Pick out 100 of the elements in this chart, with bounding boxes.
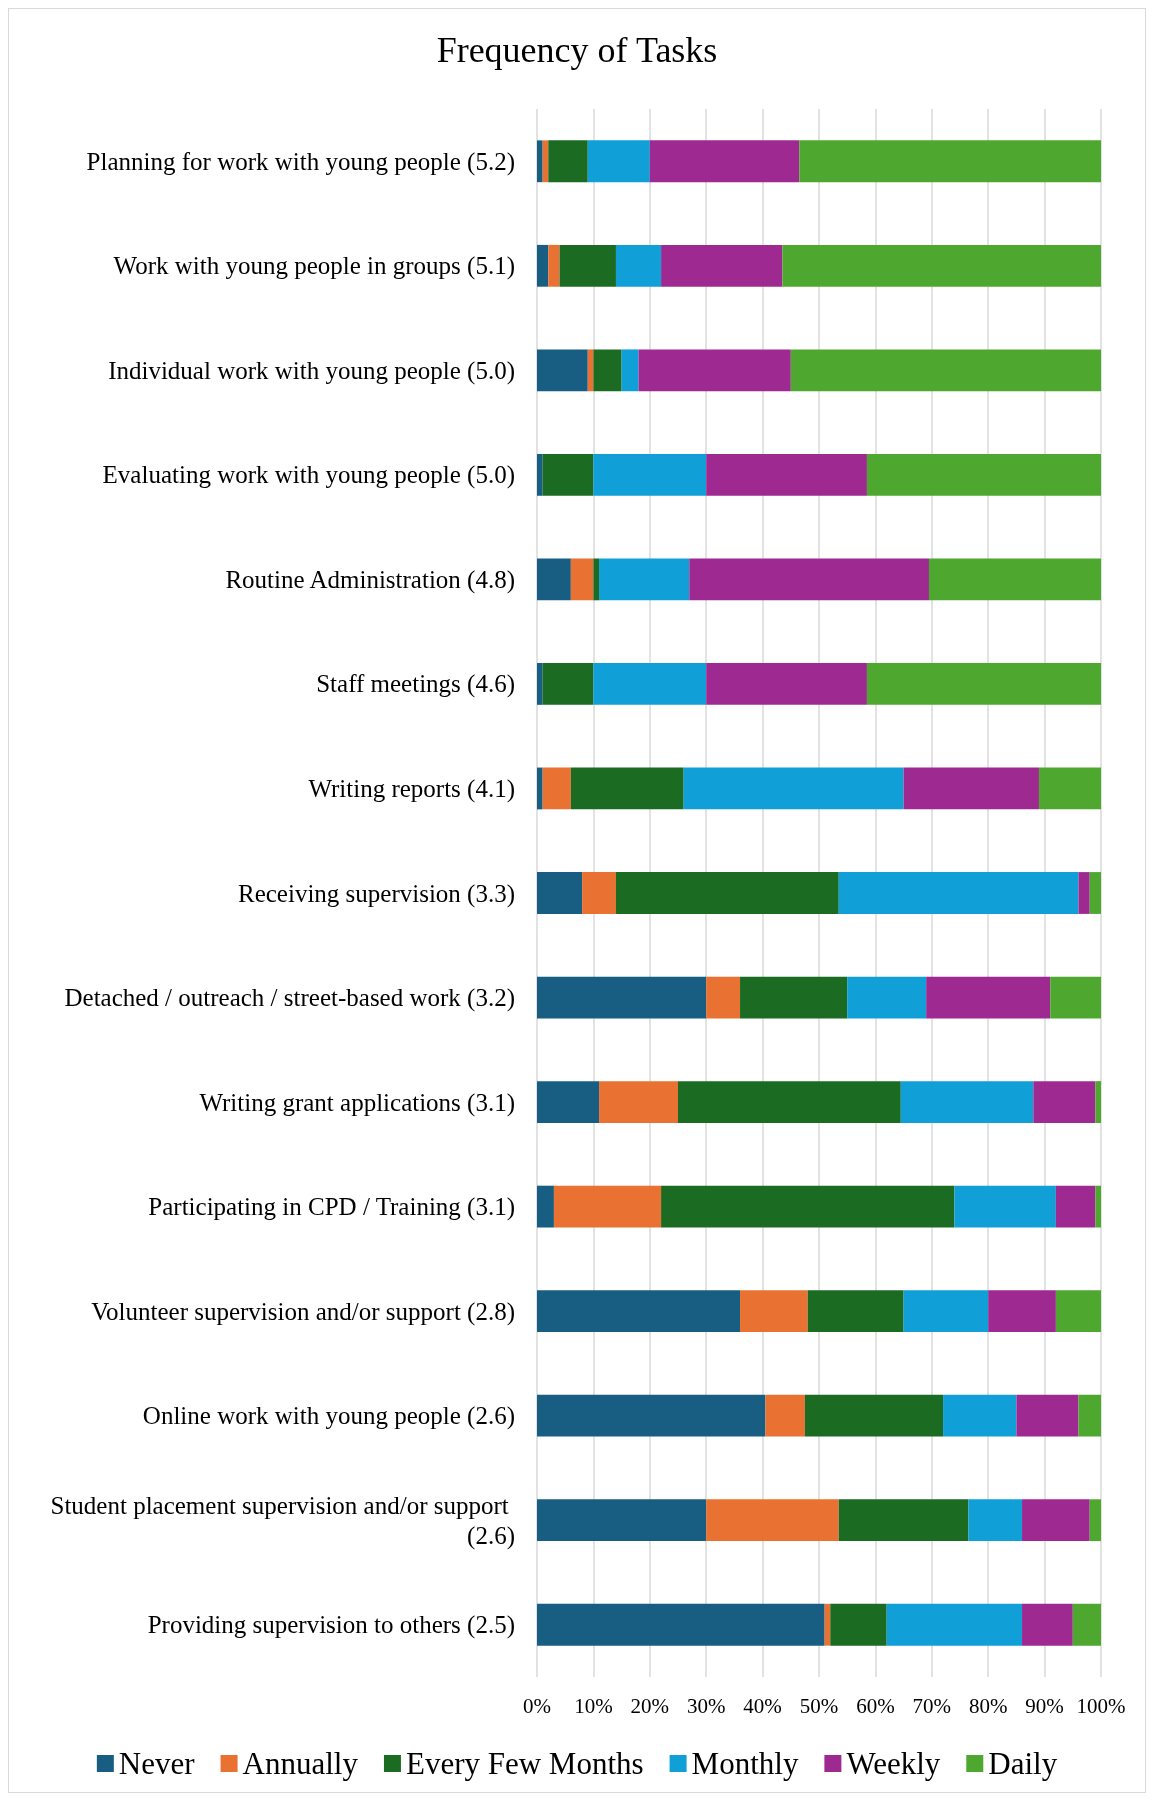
- x-tick-label: 60%: [856, 1693, 895, 1718]
- bar: [706, 1499, 839, 1542]
- bar: [765, 1394, 805, 1437]
- x-tick-label: 30%: [686, 1693, 726, 1718]
- bar: [782, 244, 1101, 287]
- x-tick-label: 0%: [523, 1693, 551, 1718]
- bar: [1078, 1394, 1101, 1437]
- bar: [542, 663, 594, 705]
- bar: [928, 558, 1101, 601]
- bar: [683, 767, 904, 810]
- legend-label: Weekly: [846, 1746, 941, 1781]
- bar: [593, 349, 622, 392]
- bar: [1055, 1185, 1096, 1228]
- bar: [1089, 872, 1101, 914]
- x-tick-label: 80%: [968, 1693, 1008, 1718]
- x-tick-label: 100%: [1076, 1693, 1126, 1718]
- bar: [638, 349, 791, 392]
- bar: [954, 1185, 1056, 1228]
- bar: [943, 1394, 1017, 1437]
- y-tick-label: Providing supervision to others (2.5): [147, 1611, 515, 1640]
- bar: [903, 767, 1039, 810]
- bar: [1016, 1394, 1079, 1437]
- bar: [553, 1185, 662, 1228]
- y-tick-label: Staff meetings (4.6): [316, 670, 515, 699]
- y-tick-label: Writing grant applications (3.1): [199, 1088, 515, 1117]
- y-tick-label: Volunteer supervision and/or support (2.8): [91, 1297, 515, 1326]
- bar: [559, 244, 616, 287]
- y-tick-label: Routine Administration (4.8): [225, 565, 515, 594]
- bar: [621, 349, 639, 392]
- bar: [1095, 1081, 1101, 1123]
- y-tick-label: Student placement supervision and/or support (2.6): [50, 1491, 515, 1550]
- bar: [537, 349, 588, 392]
- bar: [548, 244, 560, 287]
- bar: [678, 1081, 901, 1123]
- chart-title: Frequency of Tasks: [436, 30, 718, 70]
- bar: [537, 1185, 554, 1228]
- x-tick-label: 70%: [912, 1693, 952, 1718]
- bar: [537, 767, 543, 810]
- bar: [706, 663, 867, 705]
- bar: [537, 1394, 766, 1437]
- legend-label: Annually: [242, 1746, 359, 1781]
- y-tick-label: Individual work with young people (5.0): [108, 356, 515, 385]
- bar: [1095, 1185, 1101, 1228]
- bar: [1055, 1290, 1101, 1333]
- bar: [593, 453, 707, 496]
- y-tick-label: Planning for work with young people (5.2): [86, 147, 515, 176]
- bar: [740, 1290, 808, 1333]
- bar: [537, 140, 543, 183]
- bar: [1072, 1603, 1101, 1646]
- x-tick-label: 10%: [574, 1693, 613, 1718]
- y-tick-label: Work with young people in groups (5.1): [113, 252, 515, 281]
- x-tick-label: 90%: [1025, 1693, 1064, 1718]
- bar: [1078, 872, 1090, 914]
- bar: [1022, 1603, 1073, 1646]
- bar: [706, 453, 867, 496]
- bar: [537, 1499, 707, 1542]
- y-tick-label: Participating in CPD / Training (3.1): [148, 1193, 515, 1222]
- legend-label: Every Few Months: [405, 1746, 644, 1781]
- bar: [968, 1499, 1023, 1542]
- bar: [599, 1081, 678, 1123]
- bar: [570, 767, 684, 810]
- bar: [582, 872, 616, 914]
- y-tick-label: Receiving supervision (3.3): [237, 879, 515, 908]
- bar: [804, 1394, 944, 1437]
- legend-label: Never: [118, 1746, 196, 1781]
- bar: [593, 663, 707, 705]
- bar: [988, 1290, 1056, 1333]
- bar: [886, 1603, 1023, 1646]
- x-tick-label: 40%: [743, 1693, 782, 1718]
- bar: [1022, 1499, 1090, 1542]
- bar: [593, 558, 600, 601]
- bar: [1050, 976, 1101, 1019]
- bar: [790, 349, 1101, 392]
- bar: [537, 453, 543, 496]
- bar: [900, 1081, 1034, 1123]
- y-tick-label: Online work with young people (2.6): [142, 1402, 515, 1431]
- bar: [548, 140, 588, 183]
- bar: [537, 1290, 741, 1333]
- y-tick-label: Writing reports (4.1): [308, 774, 515, 803]
- bar: [1033, 1081, 1096, 1123]
- x-tick-label: 50%: [799, 1693, 839, 1718]
- bar: [926, 976, 1051, 1019]
- bar: [570, 558, 594, 601]
- bar: [847, 976, 927, 1019]
- bar: [1089, 1499, 1101, 1542]
- bar: [838, 872, 1079, 914]
- bar: [838, 1499, 969, 1542]
- bar: [1038, 767, 1101, 810]
- bar: [866, 663, 1101, 705]
- bar: [615, 872, 839, 914]
- bar: [537, 1603, 825, 1646]
- bar: [649, 140, 800, 183]
- bar: [661, 244, 783, 287]
- bar: [537, 558, 571, 601]
- x-tick-label: 20%: [630, 1693, 670, 1718]
- bar: [537, 244, 549, 287]
- legend-label: Daily: [988, 1746, 1058, 1781]
- bar: [542, 767, 571, 810]
- bar: [537, 1081, 600, 1123]
- bar: [799, 140, 1101, 183]
